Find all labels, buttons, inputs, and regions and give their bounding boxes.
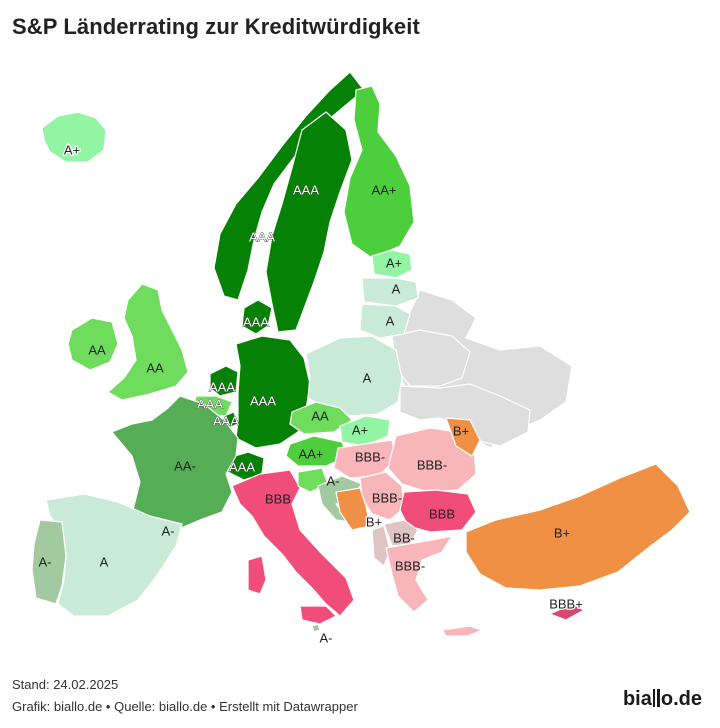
country-moldova[interactable] bbox=[445, 417, 481, 457]
label-turkey: B+ bbox=[554, 526, 570, 541]
label-belgium: AAA bbox=[197, 397, 223, 412]
label-switzerland: AAA bbox=[229, 460, 255, 475]
label-moldova: B+ bbox=[453, 424, 469, 439]
label-hungary: BBB- bbox=[355, 450, 385, 465]
logo-bars bbox=[652, 689, 661, 707]
label-portugal: A- bbox=[39, 555, 52, 570]
country-malta[interactable] bbox=[311, 623, 321, 633]
label-austria: AA+ bbox=[299, 447, 324, 462]
country-crete[interactable] bbox=[441, 625, 483, 637]
country-portugal[interactable] bbox=[31, 519, 67, 605]
label-italy: BBB bbox=[265, 492, 291, 507]
logo-text-left: bia bbox=[622, 688, 652, 710]
country-bosnia[interactable] bbox=[335, 487, 371, 531]
label-norway: AAA bbox=[293, 183, 319, 198]
country-latvia[interactable] bbox=[361, 277, 419, 307]
label-bosnia: B+ bbox=[366, 515, 382, 530]
label-sweden: AAA bbox=[249, 230, 275, 245]
label-iceland: A+ bbox=[64, 143, 80, 158]
country-bulgaria[interactable] bbox=[399, 489, 477, 533]
footer-credits: Grafik: biallo.de • Quelle: biallo.de • … bbox=[12, 699, 358, 714]
label-cyprus: BBB+ bbox=[549, 597, 583, 612]
label-romania: BBB- bbox=[417, 458, 447, 473]
biallo-logo: bia o.de bbox=[623, 688, 702, 711]
logo-text-right: o.de bbox=[660, 688, 702, 710]
country-poland[interactable] bbox=[305, 335, 403, 417]
label-germany: AAA bbox=[250, 394, 276, 409]
label-slovakia: A+ bbox=[352, 423, 368, 438]
country-ireland[interactable] bbox=[67, 317, 119, 371]
country-turkey[interactable] bbox=[465, 463, 691, 591]
label-poland: A bbox=[363, 371, 372, 386]
country-macedonia[interactable] bbox=[383, 519, 419, 547]
country-sicily[interactable] bbox=[299, 605, 337, 625]
country-estonia[interactable] bbox=[371, 249, 413, 279]
label-estonia: A+ bbox=[386, 256, 402, 271]
country-sardinia[interactable] bbox=[247, 555, 267, 595]
country-netherlands[interactable] bbox=[209, 365, 239, 397]
label-greece: BBB- bbox=[395, 559, 425, 574]
label-macedonia: BB- bbox=[393, 531, 415, 546]
country-finland[interactable] bbox=[343, 85, 415, 259]
label-czechia: AA bbox=[311, 409, 329, 424]
label-spain: A bbox=[100, 555, 109, 570]
label-slovenia: A- bbox=[327, 474, 340, 489]
label-france: AA- bbox=[174, 459, 196, 474]
label-bulgaria: BBB bbox=[429, 507, 455, 522]
country-denmark[interactable] bbox=[241, 299, 273, 335]
country-iceland[interactable] bbox=[41, 111, 107, 163]
label-netherlands: AAA bbox=[209, 380, 235, 395]
country-cyprus[interactable] bbox=[549, 603, 585, 621]
country-romania[interactable] bbox=[387, 427, 477, 493]
label-luxembourg: AAA bbox=[213, 414, 239, 429]
country-albania[interactable] bbox=[371, 525, 391, 567]
chart-title: S&P Länderrating zur Kreditwürdigkeit bbox=[12, 14, 420, 39]
country-hungary[interactable] bbox=[333, 439, 397, 479]
country-greece[interactable] bbox=[385, 535, 453, 613]
label-finland: AA+ bbox=[372, 183, 397, 198]
footer-stand: Stand: 24.02.2025 bbox=[12, 677, 119, 692]
label-spain-a-minus: A- bbox=[162, 524, 175, 539]
country-lithuania[interactable] bbox=[359, 303, 411, 339]
country-ukraine[interactable] bbox=[399, 383, 531, 447]
label-denmark: AAA bbox=[243, 315, 269, 330]
label-ireland: AA bbox=[88, 343, 106, 358]
label-latvia: A bbox=[392, 282, 401, 297]
country-sweden[interactable] bbox=[265, 111, 353, 333]
label-serbia: BBB- bbox=[372, 491, 402, 506]
label-uk: AA bbox=[146, 361, 164, 376]
country-germany[interactable] bbox=[235, 335, 311, 449]
country-uk[interactable] bbox=[107, 283, 189, 401]
label-lithuania: A bbox=[386, 314, 395, 329]
label-malta: A- bbox=[320, 631, 333, 646]
